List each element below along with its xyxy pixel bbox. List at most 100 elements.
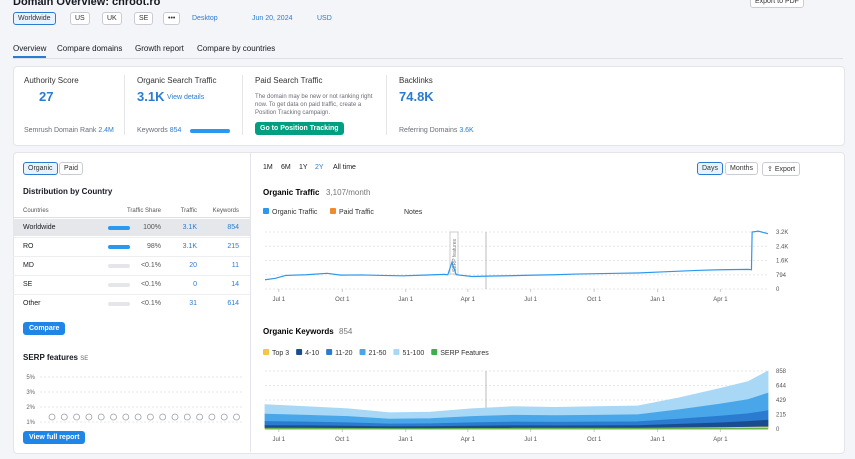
region-us[interactable]: US — [70, 12, 90, 25]
legend-label: 4-10 — [305, 350, 319, 357]
t: SERP features — [23, 353, 78, 362]
serp-icon — [183, 413, 191, 421]
region-se[interactable]: SE — [134, 12, 154, 25]
serp-icon — [134, 413, 142, 421]
share: <0.1% — [140, 300, 161, 307]
period[interactable]: 2Y — [315, 164, 324, 171]
serp-tick: 2% — [26, 405, 35, 411]
view-details[interactable]: View details — [167, 94, 205, 101]
v: 2.4M — [98, 127, 114, 134]
c: SE — [80, 356, 89, 362]
serp-icon — [208, 413, 216, 421]
serp-tick: 3% — [26, 390, 35, 396]
chart-title: Organic Traffic — [263, 188, 320, 197]
date[interactable]: Jun 20, 2024 — [252, 15, 293, 22]
toggle-paid[interactable]: Paid — [59, 162, 84, 175]
foot: Semrush Domain Rank 2.4M — [24, 127, 114, 134]
x-tick-label: Jul 1 — [524, 297, 537, 303]
export[interactable]: ⇪ Export — [762, 162, 801, 176]
serp-icon — [122, 413, 130, 421]
country: SE — [23, 281, 33, 288]
tab[interactable]: Compare domains — [57, 44, 123, 53]
period[interactable]: All time — [333, 164, 356, 171]
traffic: 0 — [193, 281, 197, 288]
divider — [242, 75, 243, 135]
tab[interactable]: Growth report — [135, 44, 184, 53]
x-tick-label: Apr 1 — [461, 437, 476, 443]
row-highlight — [13, 219, 250, 236]
share-bar — [108, 245, 130, 249]
currency[interactable]: USD — [317, 15, 332, 22]
x-tick-label: Jan 1 — [398, 437, 413, 443]
legend-label: Paid Traffic — [339, 209, 374, 216]
serp-tick: 1% — [26, 420, 35, 426]
serp-icon — [73, 413, 80, 421]
domain: chroot.ro — [112, 0, 161, 8]
toggle-organic[interactable]: Organic — [23, 162, 58, 175]
legend-box — [359, 349, 366, 355]
full-report[interactable]: View full report — [23, 431, 86, 444]
months[interactable]: Months — [725, 162, 758, 175]
x-tick-label: Jan 1 — [398, 297, 413, 303]
serp-icon — [97, 413, 105, 421]
y-tick-label: 215 — [776, 412, 787, 418]
summary-card: Authority Score 27 Semrush Domain Rank 2… — [13, 66, 845, 146]
header-rule — [13, 217, 250, 218]
period[interactable]: 1M — [263, 164, 273, 171]
value: 74.8K — [399, 89, 434, 104]
serp-icon — [110, 413, 117, 421]
row-rule — [13, 256, 250, 257]
days[interactable]: Days — [697, 162, 723, 175]
period[interactable]: 6M — [281, 164, 291, 171]
value: 3.1K — [137, 89, 165, 104]
share: <0.1% — [140, 262, 161, 269]
annotation-box — [449, 231, 459, 275]
v: 3.6K — [459, 127, 474, 134]
x-tick-label: Jul 1 — [524, 437, 537, 443]
label: Backlinks — [399, 76, 433, 85]
serp-icon — [85, 413, 93, 421]
country: RO — [23, 243, 34, 250]
column-header: Traffic Share — [126, 208, 161, 214]
region-worldwide[interactable]: Worldwide — [13, 12, 56, 25]
tab[interactable]: Compare by countries — [197, 44, 276, 53]
dist-title: Distribution by Country — [23, 187, 113, 196]
divider — [386, 75, 387, 135]
label: Paid Search Traffic — [255, 76, 323, 85]
position-tracking[interactable]: Go to Position Tracking — [255, 122, 344, 135]
traffic: 31 — [189, 300, 197, 307]
share: <0.1% — [140, 281, 161, 288]
country: Worldwide — [23, 224, 56, 231]
export-pdf[interactable]: Export to PDF — [750, 0, 804, 8]
serp-icon — [196, 413, 204, 421]
notes: Notes — [404, 209, 423, 216]
value: 27 — [39, 89, 54, 104]
share-track — [108, 264, 130, 268]
more[interactable]: ••• — [163, 12, 181, 25]
tab[interactable]: Overview — [13, 44, 47, 58]
keywords: 11 — [231, 262, 239, 269]
share: 98% — [146, 243, 161, 250]
x-tick-label: Jul 1 — [272, 437, 285, 443]
tab-rule — [13, 58, 843, 59]
compare[interactable]: Compare — [23, 322, 66, 335]
keywords: 614 — [227, 300, 239, 307]
legend-box — [326, 349, 333, 355]
traffic: 3.1K — [182, 243, 197, 250]
t: Export — [774, 166, 796, 173]
y-tick-label: 3.2K — [776, 230, 788, 236]
legend-label: SERP Features — [440, 350, 489, 357]
foot: Keywords 854 — [137, 127, 181, 134]
device[interactable]: Desktop — [192, 15, 218, 22]
traffic: 20 — [189, 262, 197, 269]
keywords: 854 — [227, 224, 239, 231]
share: 100% — [143, 224, 161, 231]
line — [264, 230, 769, 281]
period[interactable]: 1Y — [299, 164, 308, 171]
column-header: Countries — [23, 208, 49, 214]
title-text: Domain Overview: — [13, 0, 109, 8]
region-uk[interactable]: UK — [102, 12, 122, 25]
x-tick-label: Oct 1 — [335, 297, 350, 303]
